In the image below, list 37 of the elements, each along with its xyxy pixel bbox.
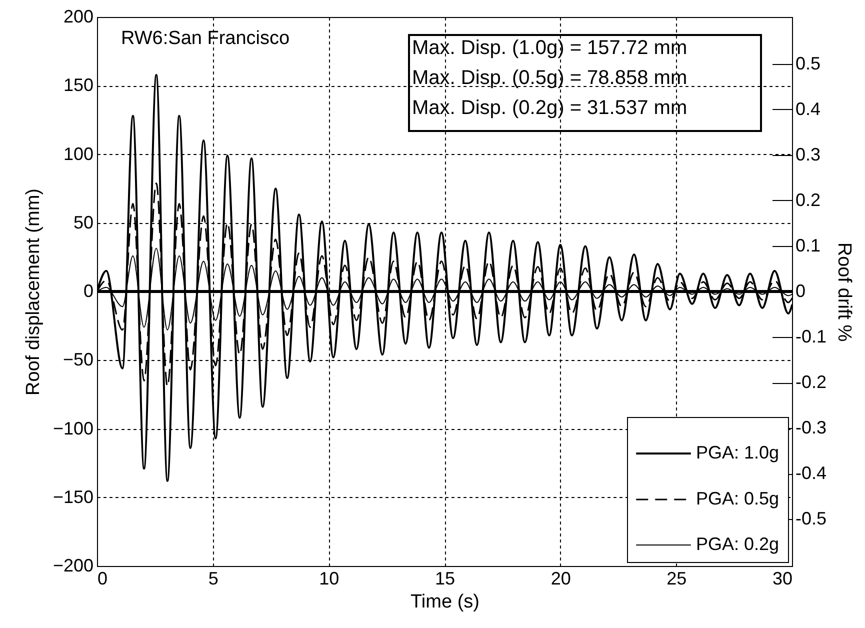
y2-tick-label: 0.4 [796, 98, 821, 119]
y2-tick-label: -0.1 [796, 326, 827, 347]
y2-tick-label: 0 [796, 281, 806, 301]
y-tick-label: 200 [63, 6, 94, 26]
legend-label: PGA: 0.2g [696, 534, 780, 554]
y-tick-label: −150 [52, 486, 94, 507]
y-tick-label: 100 [63, 144, 94, 164]
y2-axis-title: Roof drift % [834, 242, 855, 342]
x-tick-label: 5 [208, 568, 218, 588]
y-tick-label: −200 [52, 556, 94, 576]
y-tick-label: 50 [73, 212, 94, 232]
annotation: Max. Disp. (0.5g) = 78.858 mm [412, 67, 688, 89]
y2-tick-label: 0.3 [796, 144, 821, 164]
y-tick-label: 150 [63, 75, 94, 96]
y-axis-title: Roof displacement (mm) [22, 188, 44, 396]
annotation: RW6:San Francisco [121, 28, 290, 49]
y-tick-label: −100 [52, 418, 94, 438]
y2-tick-label: 0.2 [796, 190, 821, 210]
y2-tick-label: -0.5 [796, 508, 827, 529]
x-tick-label: 25 [666, 568, 687, 588]
legend-label: PGA: 1.0g [696, 442, 780, 462]
y2-tick-label: -0.2 [796, 372, 827, 392]
y2-tick-label: 0.5 [796, 53, 821, 74]
x-tick-label: 10 [319, 568, 340, 588]
y2-tick-label: -0.3 [796, 418, 827, 438]
legend-label: PGA: 0.5g [696, 488, 780, 508]
y2-tick-label: -0.4 [796, 463, 827, 484]
x-tick-label: 30 [772, 568, 792, 588]
annotation: Max. Disp. (1.0g) = 157.72 mm [412, 37, 688, 59]
x-tick-label: 0 [98, 568, 108, 588]
x-tick-label: 20 [550, 568, 571, 588]
y2-tick-label: 0.1 [796, 235, 821, 256]
annotation: Max. Disp. (0.2g) = 31.537 mm [412, 97, 688, 119]
x-axis-title: Time (s) [410, 592, 480, 612]
x-tick-label: 15 [434, 568, 456, 588]
y-tick-label: −50 [62, 350, 94, 370]
y-tick-label: 0 [83, 281, 94, 301]
